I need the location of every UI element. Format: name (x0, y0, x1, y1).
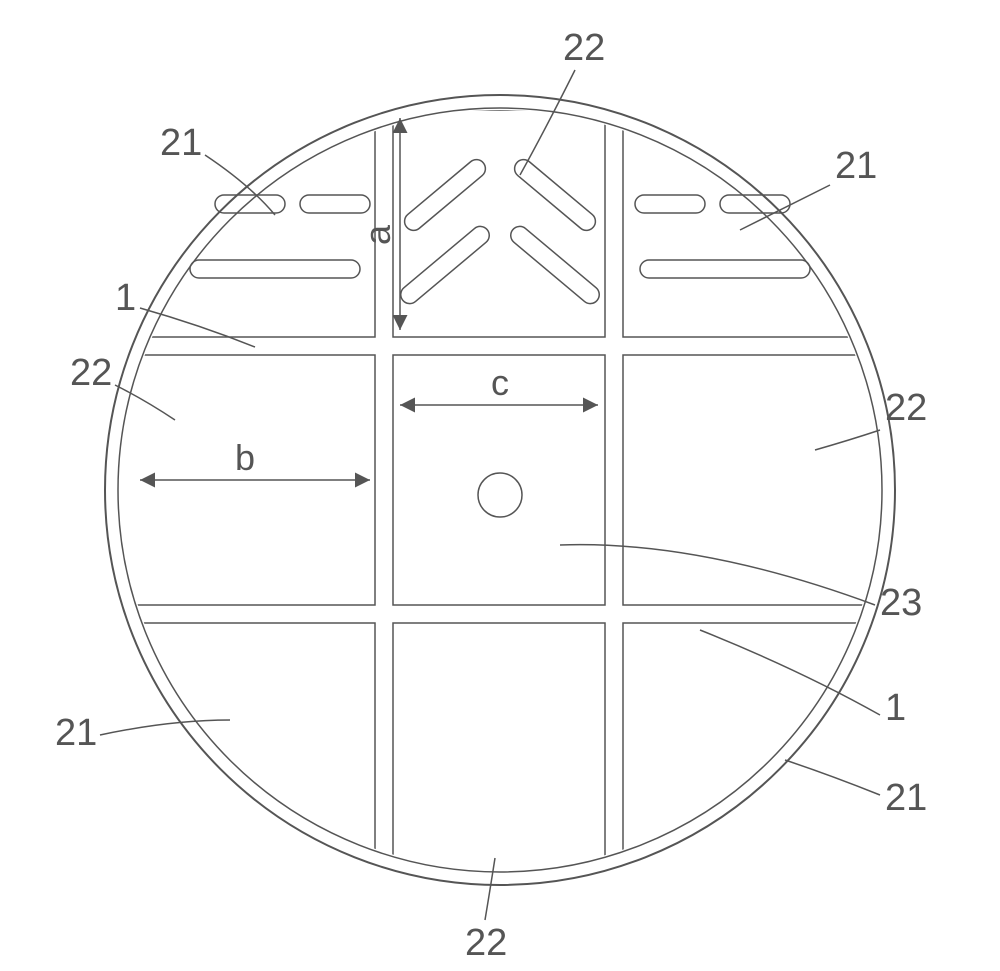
callout-label: 1 (885, 687, 906, 729)
callout-label: 23 (880, 582, 922, 624)
callout-label: 22 (885, 387, 927, 429)
diagram-svg: a b c 22212112222232112122 (0, 0, 1000, 971)
callout-label: 22 (465, 922, 507, 964)
callout-leader (740, 185, 830, 230)
callout-label: 21 (835, 145, 877, 187)
dim-a-label: a (357, 224, 398, 245)
dimension-c: c (400, 362, 598, 405)
callout-leader (140, 308, 255, 347)
slots-top-left (190, 195, 370, 278)
dimension-b: b (140, 437, 370, 480)
callout-leader (700, 630, 880, 715)
center-hole (478, 473, 522, 517)
dim-b-label: b (235, 437, 255, 478)
callout-label: 21 (885, 777, 927, 819)
callout-label: 21 (55, 712, 97, 754)
callout-label: 21 (160, 122, 202, 164)
callout-label: 22 (70, 352, 112, 394)
callouts: 22212112222232112122 (55, 27, 927, 964)
callout-leader (485, 858, 495, 920)
callout-leader (785, 760, 880, 795)
callout-label: 1 (115, 277, 136, 319)
callout-leader (520, 70, 575, 175)
callout-label: 22 (563, 27, 605, 69)
callout-leader (560, 545, 875, 605)
callout-leader (100, 720, 230, 735)
inner-ring (118, 108, 882, 872)
dim-c-label: c (491, 362, 509, 403)
callout-leader (815, 430, 880, 450)
callout-leader (115, 385, 175, 420)
slots-top-mid (397, 156, 603, 307)
